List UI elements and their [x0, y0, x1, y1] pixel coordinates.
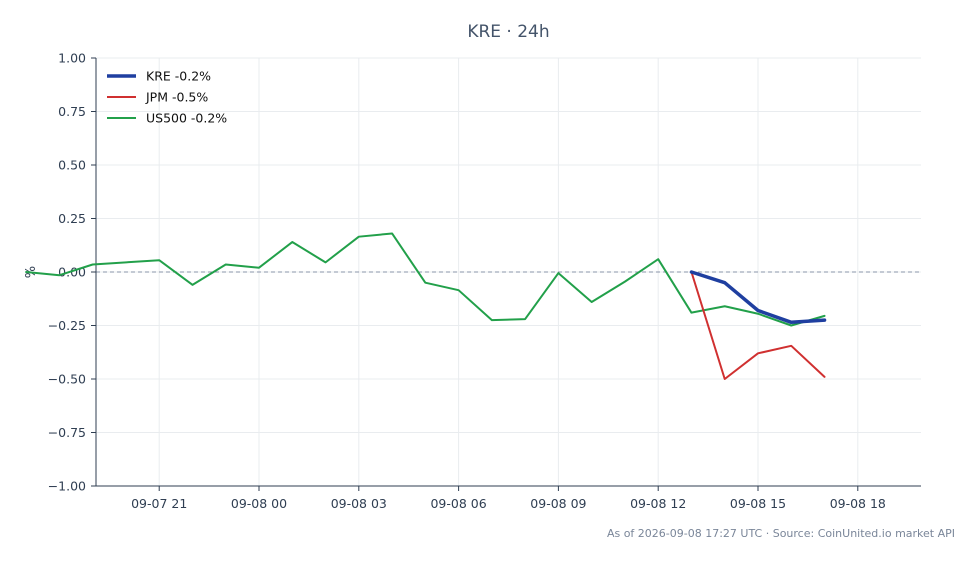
series-layer: [25, 232, 827, 380]
legend-label: US500 -0.2%: [146, 111, 227, 126]
x-axis-ticks: 09-07 21 09-08 00 09-08 03 09-08 06 09-08 09…: [131, 486, 886, 511]
y-tick-label: −0.50: [48, 372, 86, 387]
x-tick-label: 09-08 15: [730, 496, 786, 511]
legend: KRE -0.2% JPM -0.5% US500 -0.2%: [107, 69, 227, 126]
x-tick-label: 09-08 03: [331, 496, 387, 511]
x-tick-label: 09-08 18: [830, 496, 886, 511]
y-tick-label: 1.00: [58, 51, 86, 66]
series-line-0: [689, 270, 827, 325]
chart-title: KRE · 24h: [467, 22, 549, 42]
y-tick-label: 0.50: [58, 158, 86, 173]
y-tick-label: −0.75: [48, 425, 86, 440]
y-tick-label: 0.25: [58, 211, 86, 226]
x-tick-label: 09-07 21: [131, 496, 187, 511]
legend-label: JPM -0.5%: [145, 90, 208, 105]
x-tick-label: 09-08 06: [430, 496, 486, 511]
y-tick-label: −0.25: [48, 318, 86, 333]
series-line-2: [25, 232, 826, 327]
footer-source: As of 2026-09-08 17:27 UTC · Source: Coi…: [607, 527, 955, 540]
y-tick-label: 0.75: [58, 104, 86, 119]
x-tick-label: 09-08 12: [630, 496, 686, 511]
y-axis-ticks: 1.000.750.500.250.00−0.25−0.50−0.75−1.00: [48, 51, 96, 494]
series-line-1: [690, 271, 826, 380]
y-tick-label: −1.00: [48, 479, 86, 494]
legend-label: KRE -0.2%: [146, 69, 211, 84]
x-tick-label: 09-08 09: [530, 496, 586, 511]
x-tick-label: 09-08 00: [231, 496, 287, 511]
